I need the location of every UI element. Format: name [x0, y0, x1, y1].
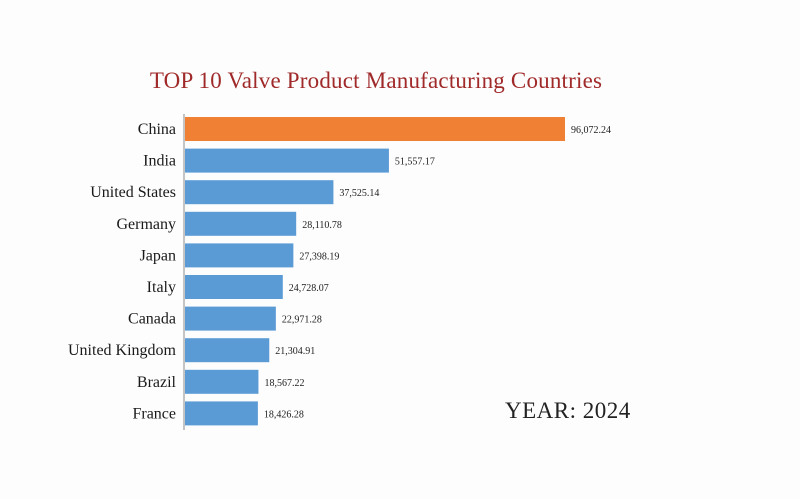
bar-india: [185, 148, 389, 173]
category-label-canada: Canada: [128, 311, 176, 328]
category-label-japan: Japan: [140, 247, 176, 264]
value-label-united-states: 37,525.14: [339, 188, 379, 199]
bar-united-states: [185, 180, 334, 205]
bar-china: [185, 117, 565, 141]
category-label-united-states: United States: [90, 184, 176, 201]
value-label-united-kingdom: 21,304.91: [275, 346, 315, 357]
value-label-italy: 24,728.07: [289, 283, 329, 294]
bar-japan: [185, 243, 294, 268]
category-label-germany: Germany: [116, 216, 176, 233]
value-label-germany: 28,110.78: [302, 220, 342, 231]
bar-france: [185, 401, 258, 426]
value-label-canada: 22,971.28: [282, 315, 322, 326]
bar-germany: [185, 211, 297, 236]
bar-italy: [185, 275, 283, 299]
value-label-india: 51,557.17: [395, 157, 435, 168]
category-label-italy: Italy: [147, 279, 176, 296]
bar-canada: [185, 306, 276, 331]
bar-united-kingdom: [185, 338, 270, 363]
bar-brazil: [185, 369, 259, 394]
value-label-china: 96,072.24: [571, 125, 611, 136]
year-annotation: YEAR: 2024: [505, 398, 631, 423]
value-label-japan: 27,398.19: [299, 251, 339, 262]
chart-title: TOP 10 Valve Product Manufacturing Count…: [149, 68, 603, 93]
bars-group: China 96,072.24 India 51,557.17 United State…: [68, 117, 611, 426]
category-label-india: India: [143, 153, 176, 170]
value-label-brazil: 18,567.22: [264, 378, 304, 389]
value-label-france: 18,426.28: [264, 409, 304, 420]
category-label-china: China: [138, 121, 176, 138]
category-label-united-kingdom: United Kingdom: [68, 342, 177, 359]
category-label-brazil: Brazil: [137, 374, 177, 391]
category-label-france: France: [132, 405, 176, 422]
